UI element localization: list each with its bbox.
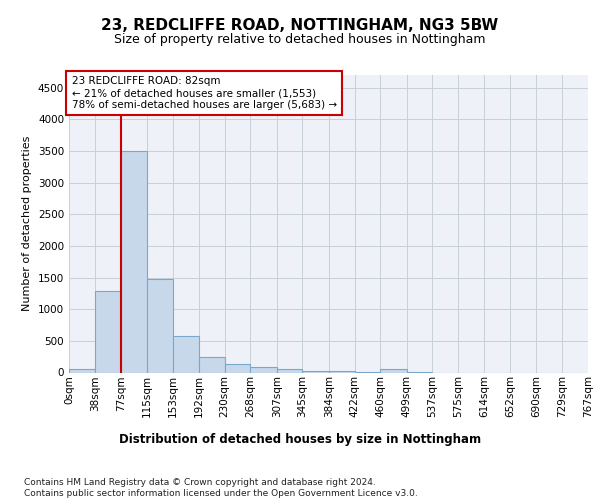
Bar: [173, 336, 199, 372]
Bar: [121, 151, 147, 372]
Bar: [69, 370, 95, 372]
Text: Distribution of detached houses by size in Nottingham: Distribution of detached houses by size …: [119, 432, 481, 446]
Bar: [302, 370, 329, 372]
Bar: [147, 279, 173, 372]
Text: Contains HM Land Registry data © Crown copyright and database right 2024.
Contai: Contains HM Land Registry data © Crown c…: [24, 478, 418, 498]
Bar: [95, 292, 121, 372]
Y-axis label: Number of detached properties: Number of detached properties: [22, 136, 32, 312]
Text: Size of property relative to detached houses in Nottingham: Size of property relative to detached ho…: [114, 32, 486, 46]
Bar: [277, 369, 302, 372]
Bar: [380, 370, 407, 372]
Text: 23, REDCLIFFE ROAD, NOTTINGHAM, NG3 5BW: 23, REDCLIFFE ROAD, NOTTINGHAM, NG3 5BW: [101, 18, 499, 32]
Bar: [199, 356, 224, 372]
Bar: [329, 371, 355, 372]
Bar: [250, 367, 277, 372]
Bar: [224, 364, 250, 372]
Text: 23 REDCLIFFE ROAD: 82sqm
← 21% of detached houses are smaller (1,553)
78% of sem: 23 REDCLIFFE ROAD: 82sqm ← 21% of detach…: [71, 76, 337, 110]
